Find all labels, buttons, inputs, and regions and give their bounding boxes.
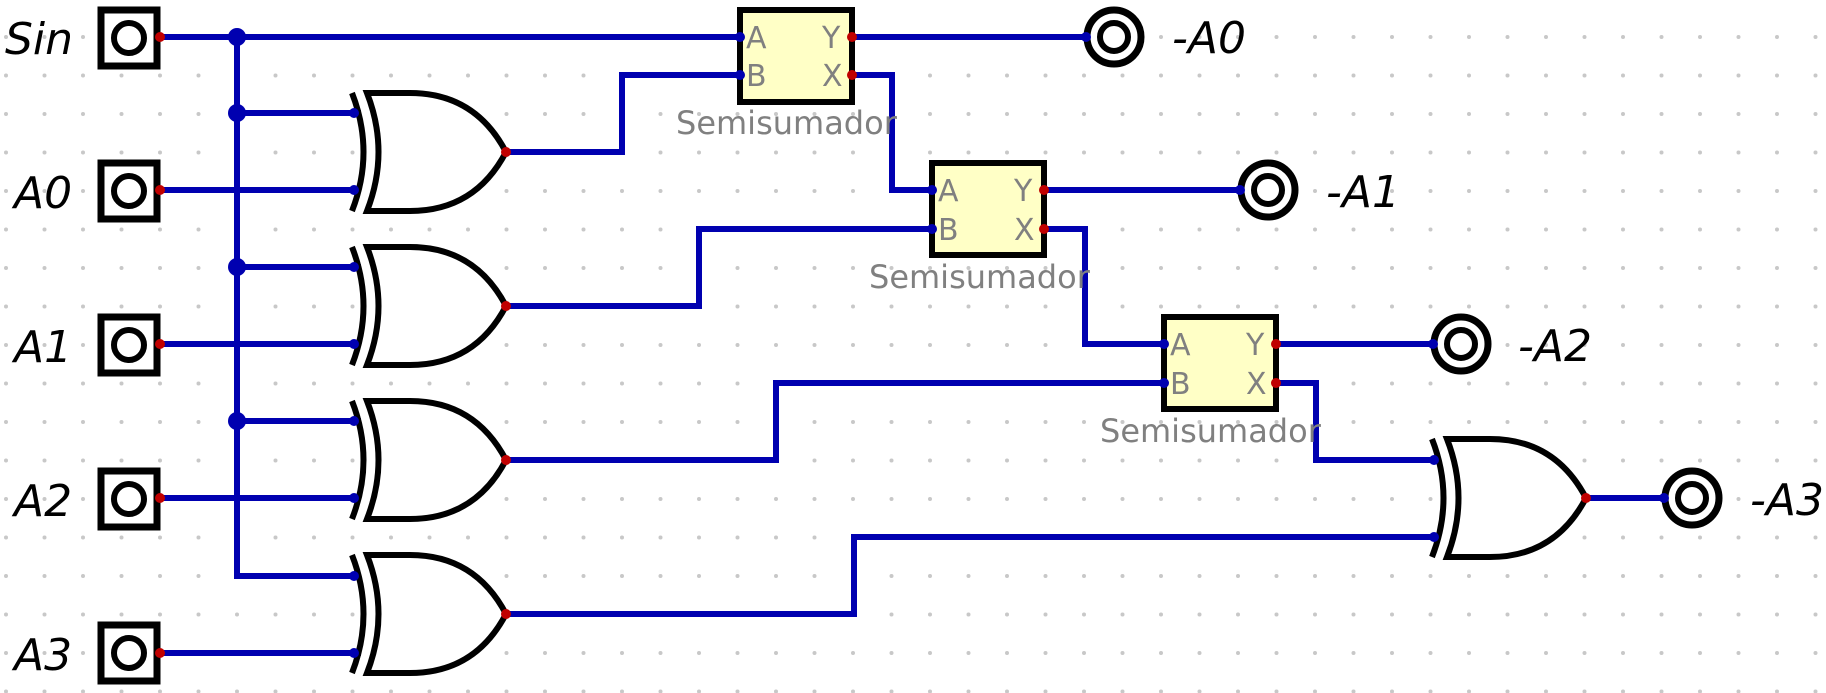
half-adder-label: Semisumador	[676, 104, 898, 142]
input-label: A0	[11, 168, 72, 219]
input-label: Sin	[5, 14, 73, 65]
input-pin[interactable]: A2	[11, 467, 161, 531]
pin-dot	[501, 609, 511, 619]
half-adder: A B Y X Semisumador	[869, 160, 1091, 296]
pin-label-a: A	[746, 21, 767, 56]
pin-label-y: Y	[821, 21, 841, 56]
junction-dot	[228, 258, 246, 276]
output-pin: -A2	[1430, 313, 1592, 375]
pin-dot	[1271, 339, 1281, 349]
pin-label-y: Y	[1245, 328, 1265, 363]
pin-dot	[349, 648, 359, 658]
pin-dot	[349, 339, 359, 349]
pin-dot	[501, 455, 511, 465]
pin-label-a: A	[1170, 328, 1191, 363]
input-pin[interactable]: A0	[11, 159, 161, 223]
wire-ha1x-ha2a	[1041, 226, 1167, 347]
input-label: A3	[11, 630, 72, 681]
pin-label-b: B	[746, 59, 767, 94]
pin-dot	[1428, 339, 1438, 349]
input-pins: Sin A0 A1 A2 A3	[5, 6, 161, 685]
pin-dot	[155, 493, 165, 503]
pin-dot	[1039, 185, 1049, 195]
input-label: A2	[11, 476, 72, 527]
xor-gate	[349, 552, 510, 676]
pin-dot	[349, 108, 359, 118]
pin-dot	[1429, 532, 1439, 542]
input-pin[interactable]: Sin	[5, 6, 161, 70]
pin-label-x: X	[1014, 213, 1035, 248]
xor-gates	[349, 90, 1590, 676]
pin-dot	[155, 32, 165, 42]
pin-dot	[1039, 224, 1049, 234]
output-label: -A3	[1750, 475, 1824, 526]
pin-dot	[349, 571, 359, 581]
output-pin: -A0	[1083, 6, 1246, 68]
wire-xor3-xor4b	[503, 534, 1435, 617]
pin-dot	[1235, 185, 1245, 195]
junction-dot	[228, 104, 246, 122]
junctions	[228, 28, 246, 430]
pin-dot	[501, 147, 511, 157]
junction-dot	[228, 412, 246, 430]
output-pin: -A3	[1661, 467, 1824, 529]
pin-dot	[927, 224, 937, 234]
wire-ha0x-ha1a	[849, 72, 935, 193]
pin-dot	[1159, 339, 1169, 349]
output-label: -A0	[1172, 13, 1246, 64]
pin-dot	[735, 32, 745, 42]
wire-xor2-ha2b	[503, 380, 1167, 463]
pin-dot	[349, 493, 359, 503]
output-label: -A1	[1326, 167, 1400, 218]
output-pin: -A1	[1237, 159, 1400, 221]
pin-label-y: Y	[1013, 174, 1033, 209]
pin-dot	[349, 185, 359, 195]
pin-dot	[1659, 493, 1669, 503]
pin-dot	[847, 32, 857, 42]
wire-xor1-ha1b	[503, 226, 935, 309]
wires	[157, 34, 1667, 656]
half-adder-label: Semisumador	[869, 258, 1091, 296]
pin-dot	[927, 185, 937, 195]
half-adder: A B Y X Semisumador	[1100, 314, 1322, 450]
pin-label-b: B	[938, 213, 959, 248]
pin-dot	[349, 416, 359, 426]
pin-dot	[155, 339, 165, 349]
pin-dot	[1271, 378, 1281, 388]
pin-dot	[1081, 32, 1091, 42]
wire-xor0-ha0b	[503, 72, 743, 155]
xor-gate	[1429, 436, 1590, 560]
half-adder-label: Semisumador	[1100, 412, 1322, 450]
pin-endpoints	[155, 32, 1669, 658]
wire-ha2x-xor4a	[1273, 380, 1435, 463]
pin-label-b: B	[1170, 367, 1191, 402]
pin-dot	[501, 301, 511, 311]
pin-dot	[1429, 455, 1439, 465]
pin-dot	[1581, 493, 1591, 503]
pin-dot	[735, 70, 745, 80]
output-label: -A2	[1518, 321, 1592, 372]
xor-gate	[349, 90, 510, 214]
input-label: A1	[11, 322, 72, 373]
xor-gate	[349, 398, 510, 522]
xor-gate	[349, 244, 510, 368]
pin-dot	[1159, 378, 1169, 388]
pin-dot	[155, 185, 165, 195]
pin-dot	[155, 648, 165, 658]
pin-label-x: X	[822, 59, 843, 94]
pin-dot	[349, 262, 359, 272]
pin-label-a: A	[938, 174, 959, 209]
junction-dot	[228, 28, 246, 46]
pin-label-x: X	[1246, 367, 1267, 402]
half-adder: A B Y X Semisumador	[676, 7, 898, 142]
pin-dot	[847, 70, 857, 80]
